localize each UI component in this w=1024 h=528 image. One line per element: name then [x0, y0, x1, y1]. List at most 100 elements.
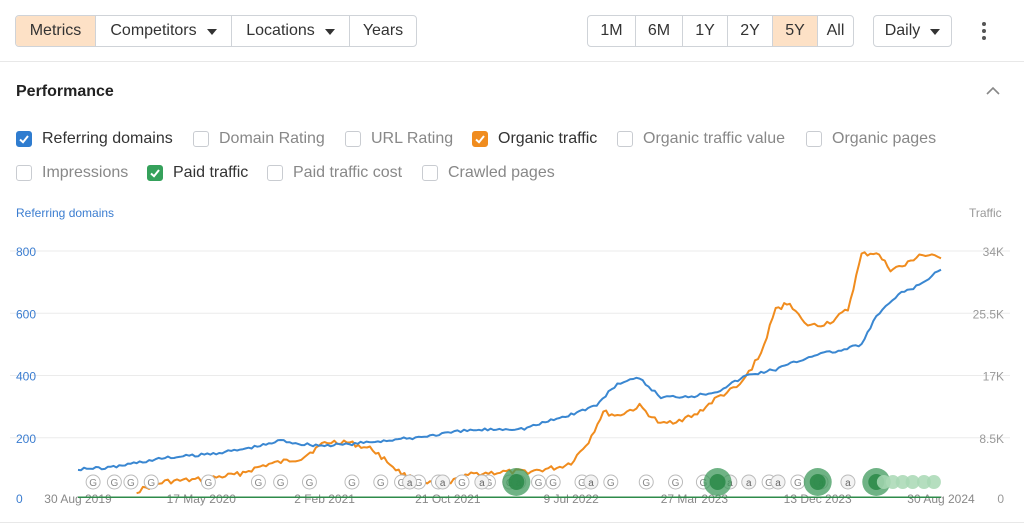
note-marker — [840, 474, 856, 490]
note-icon: a — [407, 478, 413, 489]
metric-checkbox-crawled-pages[interactable]: Crawled pages — [422, 164, 555, 182]
x-tick-label: 13 Dec 2023 — [784, 492, 852, 506]
note-marker — [741, 474, 757, 490]
range-2y-button[interactable]: 2Y — [728, 16, 773, 46]
paid-traffic-small-marker — [916, 475, 931, 489]
right-tick-label: 0 — [997, 492, 1004, 506]
series-line-referring-domains — [77, 268, 942, 472]
metric-checkbox-organic-traffic-value[interactable]: Organic traffic value — [617, 130, 785, 148]
metric-label: Organic pages — [832, 130, 937, 147]
google-icon: G — [642, 478, 650, 489]
google-icon: G — [204, 478, 212, 489]
left-tick-label: 400 — [16, 370, 36, 384]
google-icon: G — [535, 478, 543, 489]
paid-traffic-event-core — [508, 474, 525, 490]
metric-label: Impressions — [42, 164, 129, 181]
toolbar: Metrics Competitors Locations Years 1M 6M 1Y 2… — [0, 0, 1024, 62]
tab-metrics[interactable]: Metrics — [16, 16, 96, 46]
left-tick-label: 0 — [16, 492, 23, 506]
divider — [0, 522, 1024, 523]
google-update-marker — [638, 474, 654, 490]
google-icon: G — [794, 478, 802, 489]
left-axis-title: Referring domains — [16, 206, 115, 220]
tab-label: Competitors — [110, 22, 197, 39]
metric-checkbox-paid-traffic[interactable]: Paid traffic — [147, 164, 248, 182]
metric-checkbox-organic-traffic[interactable]: Organic traffic — [472, 130, 597, 148]
paid-traffic-small-marker — [885, 475, 900, 489]
interval-label: Daily — [884, 22, 921, 39]
tab-competitors[interactable]: Competitors — [96, 16, 232, 46]
checkbox-checked-icon[interactable] — [472, 131, 488, 147]
checkbox-empty-icon[interactable] — [422, 165, 438, 181]
tab-locations[interactable]: Locations — [232, 16, 350, 46]
range-1y-button[interactable]: 1Y — [683, 16, 728, 46]
x-tick-label: 27 Mar 2023 — [661, 492, 729, 506]
metric-checkbox-paid-traffic-cost[interactable]: Paid traffic cost — [267, 164, 402, 182]
google-icon: G — [607, 478, 615, 489]
google-icon: G — [415, 478, 423, 489]
note-marker — [435, 474, 451, 490]
paid-traffic-small-marker — [905, 475, 920, 489]
checkbox-empty-icon[interactable] — [267, 165, 283, 181]
collapse-chevron-icon[interactable] — [986, 85, 1000, 97]
checkbox-checked-icon[interactable] — [16, 131, 32, 147]
google-update-marker — [143, 474, 159, 490]
google-icon: G — [377, 478, 385, 489]
checkbox-empty-icon[interactable] — [617, 131, 633, 147]
google-icon: G — [672, 478, 680, 489]
note-marker — [402, 474, 418, 490]
x-tick-label: 17 May 2020 — [167, 492, 237, 506]
tab-label: Metrics — [29, 22, 82, 39]
google-icon: G — [348, 478, 356, 489]
checkbox-empty-icon[interactable] — [16, 165, 32, 181]
google-update-marker — [200, 474, 216, 490]
checkbox-empty-icon[interactable] — [193, 131, 209, 147]
checkbox-checked-icon[interactable] — [147, 165, 163, 181]
note-icon: a — [775, 478, 781, 489]
google-update-marker — [545, 474, 561, 490]
metric-label: Paid traffic — [173, 164, 249, 181]
google-update-marker — [85, 474, 101, 490]
google-update-marker — [301, 474, 317, 490]
right-tick-label: 25.5K — [973, 307, 1004, 321]
google-icon: G — [277, 478, 285, 489]
google-icon: G — [700, 478, 708, 489]
x-tick-label: 2 Feb 2021 — [294, 492, 355, 506]
left-tick-label: 600 — [16, 307, 36, 321]
note-marker — [770, 474, 786, 490]
tab-years[interactable]: Years — [350, 16, 416, 46]
x-tick-label: 30 Aug 2024 — [907, 492, 975, 506]
chevron-down-icon — [324, 28, 335, 35]
tab-label: Locations — [246, 22, 315, 39]
metric-checkbox-referring-domains[interactable]: Referring domains — [16, 130, 173, 148]
note-icon: a — [845, 478, 851, 489]
google-update-marker — [373, 474, 389, 490]
google-icon: G — [255, 478, 263, 489]
metric-label: URL Rating — [371, 130, 454, 147]
checkbox-empty-icon[interactable] — [806, 131, 822, 147]
metric-label: Organic traffic — [498, 130, 598, 147]
note-marker — [583, 474, 599, 490]
metric-label: Crawled pages — [448, 164, 555, 181]
checkbox-empty-icon[interactable] — [345, 131, 361, 147]
chevron-down-icon — [930, 28, 941, 35]
right-tick-label: 34K — [983, 245, 1004, 259]
range-6m-button[interactable]: 6M — [636, 16, 683, 46]
metric-checkbox-organic-pages[interactable]: Organic pages — [806, 130, 936, 148]
metric-checkbox-impressions[interactable]: Impressions — [16, 164, 128, 182]
google-icon: G — [765, 478, 773, 489]
range-1m-button[interactable]: 1M — [588, 16, 636, 46]
metric-checkbox-url-rating[interactable]: URL Rating — [345, 130, 453, 148]
google-icon: G — [578, 478, 586, 489]
performance-chart: 800 34K 600 25.5K 400 17K 200 8.5K 0 0 30 Aug 2019… — [10, 245, 1010, 506]
metric-label: Referring domains — [42, 130, 173, 147]
interval-dropdown[interactable]: Daily — [873, 15, 952, 47]
range-5y-button[interactable]: 5Y — [773, 16, 818, 46]
metric-checkbox-domain-rating[interactable]: Domain Rating — [193, 130, 325, 148]
more-options-icon[interactable] — [976, 20, 992, 42]
google-icon: G — [306, 478, 314, 489]
google-icon: G — [89, 478, 97, 489]
google-update-marker — [123, 474, 139, 490]
chevron-down-icon — [206, 28, 217, 35]
range-all-button[interactable]: All — [826, 22, 845, 39]
